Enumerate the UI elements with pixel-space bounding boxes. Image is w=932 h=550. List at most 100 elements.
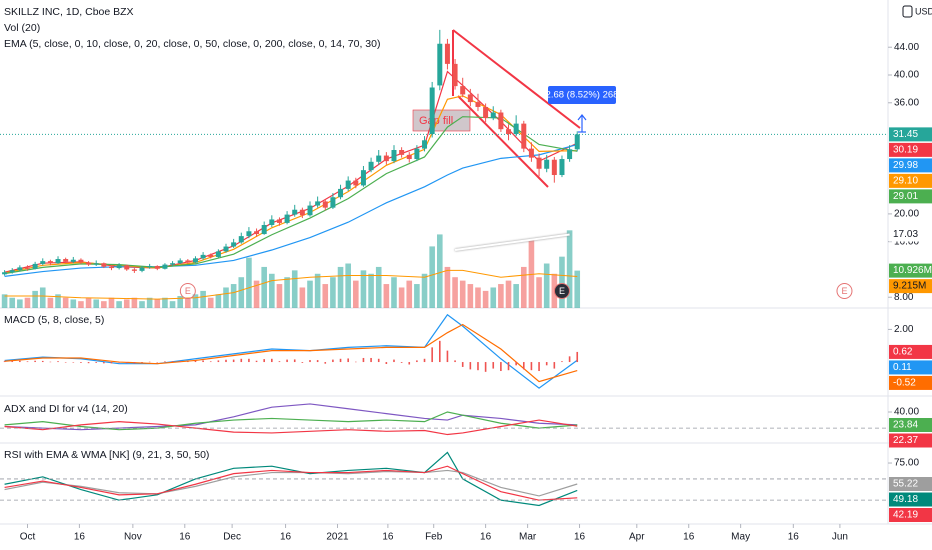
macd-histogram-bar [355,361,357,363]
volume-bar [185,297,191,308]
value-label: 55.22 [893,479,918,490]
volume-bar [230,284,237,308]
candle-body [223,246,229,252]
volume-bar [17,299,23,308]
indicator-line [4,451,578,507]
macd-histogram-bar [568,356,571,363]
candle-body [322,201,328,208]
candle-body [368,161,374,171]
volume-bar [24,297,31,308]
candle-body [40,261,46,264]
x-tick-label: 2021 [326,532,349,543]
candle-body [567,149,573,160]
candle-body [215,251,221,257]
indicator-line [4,144,578,277]
x-tick-label: 16 [382,532,394,543]
candle-body [154,265,160,269]
macd-histogram-bar [271,358,273,363]
macd-histogram-bar [416,360,418,363]
volume-bar [353,280,359,308]
macd-histogram-bar [446,350,449,363]
macd-histogram-bar [278,361,281,363]
volume-bar [85,297,92,308]
macd-histogram-bar [248,358,250,363]
y-tick-label: 16.00 [894,236,919,247]
macd-histogram-bar [118,362,120,363]
value-label: 9.215M [893,281,926,292]
macd-histogram-bar [385,362,388,365]
macd-histogram-bar [202,360,204,363]
volume-bar [574,270,581,308]
candle-body [284,214,290,223]
candle-body [47,261,53,264]
currency-icon[interactable] [902,5,913,18]
volume-bar [269,273,275,308]
macd-histogram-bar [576,351,579,363]
macd-histogram-bar [469,362,472,370]
volume-bar [47,297,54,308]
volume-bar [123,299,130,308]
value-label-bg [889,360,932,375]
candle-body [261,225,267,235]
candle-body [544,159,550,169]
value-label: 30.19 [893,145,918,156]
candle-body [452,63,458,87]
macd-histogram-bar [500,362,502,372]
candle-body [32,263,38,269]
candle-body [460,86,466,95]
x-tick-label: 16 [574,532,586,543]
indicator-line [4,269,578,300]
macd-histogram-bar [95,362,98,363]
value-label-bg [889,127,932,142]
macd-histogram-bar [57,361,59,363]
candle-body [238,236,244,243]
macd-histogram-bar [26,361,29,363]
x-tick-label: Jun [832,532,848,543]
candle-body [78,259,84,263]
change-arrow-head [577,114,587,121]
macd-histogram-bar [507,362,510,371]
gap-fill-label: Gap fill [419,115,453,127]
candle-body [170,263,176,265]
volume-bar [78,301,84,308]
macd-histogram-bar [553,362,556,369]
candle-body [498,112,504,130]
volume-bar [314,273,321,308]
currency-label: USD [915,6,932,16]
value-label: 17.03 [893,229,918,240]
value-label-bg [889,227,932,242]
macd-histogram-bar [72,362,75,363]
candle-body [444,43,450,64]
pane-1 [4,313,578,389]
candle-body [124,265,130,270]
macd-histogram-bar [423,358,426,363]
candle-body [528,148,534,158]
value-label: 29.10 [893,176,918,187]
volume-bar [62,297,69,308]
volume-bar [207,297,214,308]
volume-bar [253,280,260,308]
macd-histogram-bar [49,361,52,363]
candle-body [414,148,420,160]
candle-body [513,123,519,135]
indicator-line [454,233,570,252]
x-tick-label: 16 [683,532,695,543]
candle-body [208,254,214,257]
candle-body [391,150,397,162]
candle-body [338,188,344,198]
macd-histogram-bar [87,362,90,364]
volume-bar [139,301,145,308]
gap-fill-box [412,109,471,132]
volume-bar [559,256,565,308]
volume-bar [116,301,122,308]
candle-body [55,259,61,264]
candle-body [101,263,107,267]
volume-bar [459,280,466,308]
adx-legend: ADX and DI for v4 (14, 20) [4,403,128,415]
candle-body [9,270,15,273]
volume-bar [444,266,451,308]
candle-body [108,266,114,269]
y-tick-label: 2.00 [894,324,914,335]
